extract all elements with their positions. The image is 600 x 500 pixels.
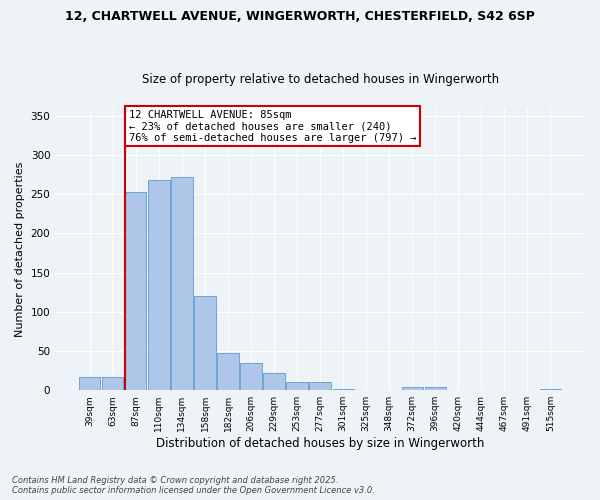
Bar xyxy=(79,377,100,390)
Bar xyxy=(125,192,146,390)
Bar xyxy=(148,180,170,390)
Text: Contains HM Land Registry data © Crown copyright and database right 2025.
Contai: Contains HM Land Registry data © Crown c… xyxy=(12,476,375,495)
Bar xyxy=(286,382,308,390)
Bar xyxy=(102,377,124,390)
Bar xyxy=(263,373,284,390)
Bar xyxy=(540,388,561,390)
X-axis label: Distribution of detached houses by size in Wingerworth: Distribution of detached houses by size … xyxy=(156,437,484,450)
Y-axis label: Number of detached properties: Number of detached properties xyxy=(15,162,25,337)
Title: Size of property relative to detached houses in Wingerworth: Size of property relative to detached ho… xyxy=(142,73,499,86)
Bar xyxy=(310,382,331,390)
Text: 12 CHARTWELL AVENUE: 85sqm
← 23% of detached houses are smaller (240)
76% of sem: 12 CHARTWELL AVENUE: 85sqm ← 23% of deta… xyxy=(129,110,416,143)
Bar xyxy=(332,388,353,390)
Bar xyxy=(194,296,215,390)
Bar xyxy=(241,363,262,390)
Bar xyxy=(401,387,423,390)
Bar xyxy=(217,354,239,390)
Bar xyxy=(172,177,193,390)
Bar xyxy=(425,387,446,390)
Text: 12, CHARTWELL AVENUE, WINGERWORTH, CHESTERFIELD, S42 6SP: 12, CHARTWELL AVENUE, WINGERWORTH, CHEST… xyxy=(65,10,535,23)
